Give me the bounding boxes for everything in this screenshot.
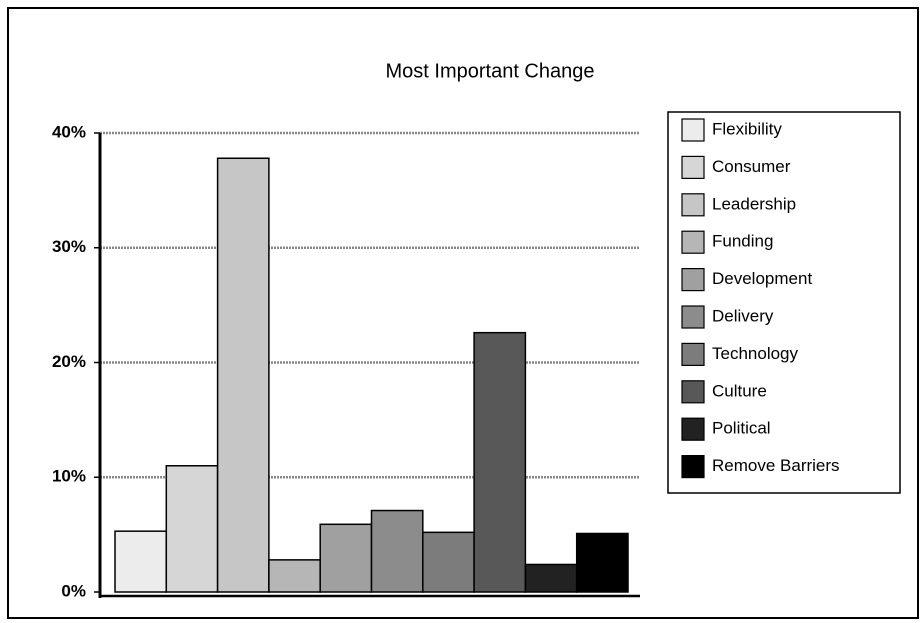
bar [268,559,321,593]
legend-label: Remove Barriers [712,456,840,475]
legend-label: Political [712,419,771,438]
legend-swatch [681,193,705,217]
legend-box [667,111,901,494]
legend-swatch [681,342,705,366]
legend-swatch [681,455,705,479]
legend-swatch [681,230,705,254]
legend-label: Delivery [712,306,774,325]
legend-label: Consumer [712,157,791,176]
legend-label: Flexibility [712,119,782,138]
bar [473,331,527,593]
legend-swatch [681,417,705,441]
legend-swatch [681,305,705,329]
bar [319,523,373,593]
bar [575,532,629,593]
legend-label: Leadership [712,194,796,213]
bar [370,509,424,593]
bar [165,465,219,593]
legend-swatch [681,380,705,404]
y-tick-label: 0% [61,581,86,600]
y-tick-label: 40% [52,122,86,141]
legend-label: Development [712,269,812,288]
bar [422,531,475,593]
legend-label: Culture [712,381,767,400]
legend-swatch [681,268,705,292]
legend-swatch [681,155,705,179]
legend-label: Funding [712,232,773,251]
legend-swatch [681,118,705,142]
y-tick-label: 30% [52,237,86,256]
bar [524,563,578,593]
bar [114,530,168,593]
y-tick-label: 20% [52,352,86,371]
bar [216,157,270,593]
y-tick-label: 10% [52,467,86,486]
legend-label: Technology [712,344,799,363]
chart-title: Most Important Change [386,60,595,82]
